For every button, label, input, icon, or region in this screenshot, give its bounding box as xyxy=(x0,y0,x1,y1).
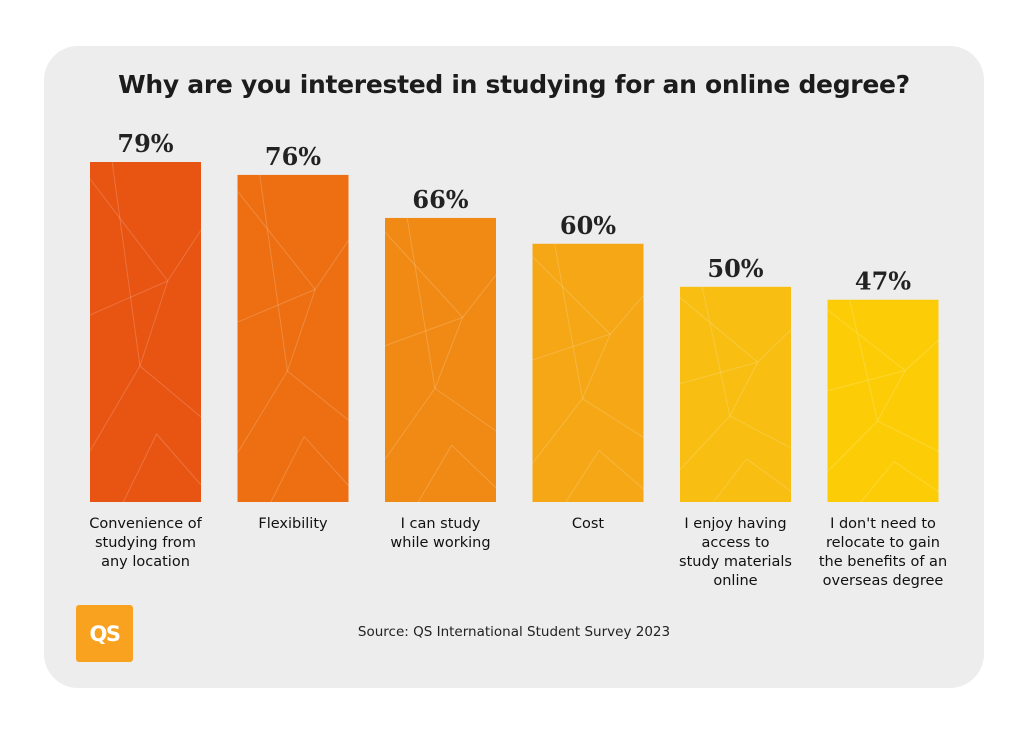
category-label-line: while working xyxy=(390,535,491,551)
bar-pattern-line xyxy=(89,280,168,316)
bar-value-label: 76% xyxy=(265,142,321,171)
bar-pattern-line xyxy=(679,361,758,385)
source-note: Source: QS International Student Survey … xyxy=(357,624,671,640)
bar-pattern-line xyxy=(89,178,169,282)
bar-pattern-line xyxy=(849,299,878,422)
bar-pattern-line xyxy=(167,229,202,282)
bar-pattern-line xyxy=(729,361,759,417)
category-label-line: overseas degree xyxy=(822,573,944,589)
bar-pattern-line xyxy=(565,450,600,503)
chart-title: Why are you interested in studying for a… xyxy=(118,70,910,99)
bar-pattern-line xyxy=(286,289,316,372)
category-label-line: any location xyxy=(101,554,190,570)
category-label-line: relocate to gain xyxy=(825,535,940,551)
bar-pattern-line xyxy=(270,436,305,503)
bar-pattern-line xyxy=(532,398,583,464)
bar-1 xyxy=(90,162,201,502)
bar-3 xyxy=(385,217,496,502)
category-label-line: Flexibility xyxy=(258,516,328,532)
bar-pattern-line xyxy=(156,433,202,486)
bar-pattern-line xyxy=(554,243,583,399)
bar-value-label: 66% xyxy=(412,185,468,214)
bar-pattern-line xyxy=(827,420,878,473)
bar-value-label: 50% xyxy=(707,254,763,283)
bar-pattern-line xyxy=(609,295,644,335)
category-label: I can study while working xyxy=(366,515,516,553)
bar-pattern-line xyxy=(679,415,731,471)
bar-pattern-6 xyxy=(827,299,939,503)
bar-pattern-line xyxy=(384,231,464,318)
bar-pattern-line xyxy=(287,370,349,421)
category-label-line: online xyxy=(713,573,758,589)
qs-logo-text: QS xyxy=(89,621,121,646)
bar-pattern-line xyxy=(237,190,316,290)
bar-pattern-line xyxy=(827,309,906,371)
bar-pattern-line xyxy=(259,174,288,372)
bar-pattern-line xyxy=(303,436,349,486)
bar-pattern-line xyxy=(139,365,202,418)
bar-pattern-1 xyxy=(89,161,202,503)
bar-pattern-line xyxy=(877,370,906,422)
category-label: I enjoy having access to study materials on… xyxy=(661,515,811,591)
bar-pattern-line xyxy=(384,388,436,460)
bar-2 xyxy=(237,174,349,503)
bar-pattern-line xyxy=(598,449,644,490)
category-label: Flexibility xyxy=(218,515,368,534)
bar-pattern-line xyxy=(701,286,731,417)
bar-pattern-line xyxy=(582,398,644,438)
category-label-line: the benefits of an xyxy=(818,554,948,570)
bar-pattern-line xyxy=(729,415,792,449)
bar-value-label: 47% xyxy=(855,267,911,296)
category-label-line: studying from xyxy=(95,535,196,551)
bar-pattern-line xyxy=(89,365,141,452)
bar-pattern-line xyxy=(679,297,759,363)
bar-pattern-line xyxy=(314,240,349,290)
bar-pattern-5 xyxy=(679,286,792,503)
bar-pattern-line xyxy=(904,339,939,371)
category-label: Convenience of studying from any location xyxy=(71,515,221,572)
bar-pattern-line xyxy=(581,333,611,399)
bar-pattern-line xyxy=(451,444,497,489)
bar-pattern-line xyxy=(434,387,497,432)
bar-pattern-line xyxy=(139,280,169,367)
bar-pattern-line xyxy=(746,458,792,492)
bar-pattern-line xyxy=(877,420,939,452)
bar-pattern-line xyxy=(757,329,792,363)
bar-pattern-line xyxy=(417,444,453,503)
bar-pattern-line xyxy=(712,458,747,503)
bar-pattern-line xyxy=(860,461,895,503)
bar-6 xyxy=(827,299,939,502)
category-label-line: access to xyxy=(701,535,770,551)
bar-pattern-line xyxy=(122,433,158,503)
category-label-line: Cost xyxy=(571,516,605,532)
bar-value-label: 60% xyxy=(560,211,616,240)
category-label-line: I enjoy having xyxy=(684,516,787,532)
bar-pattern-line xyxy=(532,256,611,335)
bar-5 xyxy=(680,286,791,502)
category-label-line: Convenience of xyxy=(89,516,202,532)
bar-value-label: 79% xyxy=(117,129,173,158)
bar-pattern-line xyxy=(237,370,288,454)
bar-pattern-line xyxy=(462,274,497,318)
category-label: Cost xyxy=(513,515,663,534)
bar-pattern-2 xyxy=(237,174,349,503)
bar-pattern-4 xyxy=(532,243,644,503)
bar-4 xyxy=(532,243,644,502)
bar-pattern-line xyxy=(827,370,906,392)
qs-logo: QS xyxy=(76,605,133,662)
category-label-line: I can study xyxy=(400,516,481,532)
category-label-line: I don't need to xyxy=(830,516,936,532)
bar-pattern-line xyxy=(111,161,141,367)
bar-pattern-line xyxy=(237,288,316,323)
bar-pattern-line xyxy=(532,333,611,361)
bar-pattern-3 xyxy=(384,217,497,503)
bar-pattern-line xyxy=(384,316,463,347)
category-label: I don't need to relocate to gain the benef… xyxy=(808,515,958,591)
bar-pattern-line xyxy=(434,317,464,389)
bar-pattern-line xyxy=(893,461,939,493)
category-label-line: study materials xyxy=(679,554,792,570)
bar-pattern-line xyxy=(406,217,436,389)
